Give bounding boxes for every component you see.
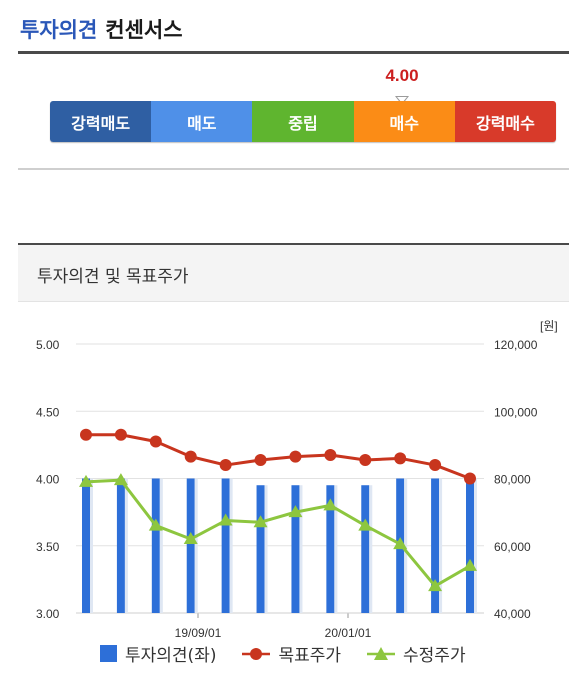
y-left-tick-label: 3.50 [36,540,60,554]
chart-legend: 투자의견(좌) 목표주가 수정주가 [100,641,466,666]
opinion-bar [116,478,125,613]
target-price-point [80,428,92,441]
scale-divider [18,168,569,170]
target-price-point [359,454,372,467]
target-price-point [149,435,162,448]
opinion-bar [151,478,160,613]
adjusted-price-point [428,579,443,592]
scale-strong-buy: 강력매수 [454,101,556,142]
adjusted-price-point [148,518,163,531]
adjusted-price-line [85,478,471,588]
opinion-bar-shadow [124,478,128,613]
opinion-bar-shadow [194,478,198,613]
target-price-point [254,454,267,467]
y-left-tick-label: 4.00 [36,473,60,487]
opinion-bar-shadow [159,478,163,613]
scale-neutral: 중립 [252,101,354,142]
y-left-tick-label: 5.00 [36,338,60,352]
opinion-bar-shadow [229,478,233,613]
opinion-bar [326,485,335,613]
opinion-bar [82,478,90,613]
adjusted-price-point [358,518,373,531]
y-right-tick-label: 40,000 [494,607,531,621]
opinion-bar [361,485,370,613]
scale-strong-sell: 강력매도 [50,101,152,142]
section-title-opinion: 투자의견 [20,18,98,42]
legend-label-adjusted-price: 수정주가 [403,646,466,666]
adjusted-price-point [79,474,93,487]
opinion-bar-shadow [334,485,338,613]
opinion-bar [221,478,230,613]
legend-item-opinion: 투자의견(좌) [100,641,216,666]
legend-target-price-icon [242,647,271,660]
legend-item-adjusted-price: 수정주가 [367,641,466,666]
y-right-unit-label: [원] [540,319,558,333]
y-right-tick-label: 120,000 [494,338,538,352]
opinion-bar [466,478,474,613]
x-tick-label: 20/01/01 [325,626,372,640]
opinion-bar-shadow [369,485,373,613]
header-divider [18,51,569,54]
opinion-bar-shadow [474,478,477,613]
adjusted-price-point [288,505,303,518]
adjusted-price-point [183,532,198,545]
legend-item-target-price: 목표주가 [242,641,341,666]
section-title-consensus: 컨센서스 [105,18,183,42]
x-tick-label: 19/09/01 [175,626,222,640]
scale-sell: 매도 [151,101,253,142]
opinion-bar [256,485,265,613]
y-right-tick-label: 60,000 [494,540,531,554]
panel-header: 투자의견 및 목표주가 [18,245,569,302]
consensus-scale: 강력매도 매도 중립 매수 강력매수 [50,101,556,142]
legend-adjusted-price-icon [367,646,396,660]
target-price-point [429,459,442,472]
adjusted-price-point [463,558,477,571]
legend-label-target-price: 목표주가 [278,646,342,666]
panel-title: 투자의견 및 목표주가 [37,267,189,287]
opinion-bar-shadow [404,478,408,613]
adjusted-price-point [323,498,338,511]
target-price-point [114,428,127,441]
target-price-point [289,450,302,463]
y-right-tick-label: 100,000 [494,405,538,419]
target-price-line [86,433,471,480]
scale-buy: 매수 [353,101,455,142]
adjusted-price-point [393,537,408,550]
target-price-point [464,472,476,485]
opinion-bar-shadow [299,485,303,613]
legend-label-opinion: 투자의견(좌) [125,646,217,666]
adjusted-price-point [113,473,128,486]
adjusted-price-point [253,515,268,528]
consensus-value: 4.00 [385,66,419,85]
target-price-point [219,459,232,472]
opinion-bar [186,478,195,613]
target-price-point [184,450,197,463]
chart-panel: 투자의견 및 목표주가 [18,243,569,679]
opinion-bar [431,478,440,613]
y-right-tick-label: 80,000 [494,473,531,487]
opinion-bar-shadow [439,478,443,613]
opinion-bar-shadow [90,478,93,613]
panel-top-border [18,243,569,245]
legend-bar-swatch [100,645,117,662]
target-price-point [324,448,337,461]
section-title: 투자의견 컨센서스 [20,14,183,44]
target-price-point [394,452,407,465]
consensus-marker-icon [395,96,409,105]
opinion-bar-shadow [264,485,268,613]
y-left-tick-label: 3.00 [36,607,60,621]
y-left-tick-label: 4.50 [36,405,60,419]
adjusted-price-point [218,513,233,526]
opinion-bar [291,485,300,613]
